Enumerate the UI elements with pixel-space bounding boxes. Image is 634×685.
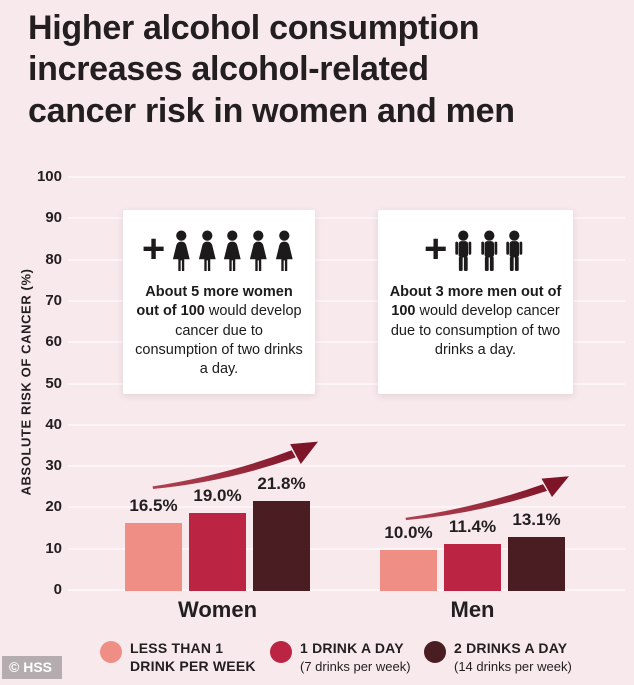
bar-men-series-1 (444, 543, 501, 591)
title-line-2: increases alcohol-related (28, 50, 429, 89)
category-label-men: Men (450, 597, 495, 622)
y-tick-label: 90 (45, 209, 62, 227)
legend-text: LESS THAN 1 DRINK PER WEEK (130, 640, 262, 675)
woman-icon (173, 230, 190, 271)
legend-dot-dark-maroon (424, 641, 446, 663)
y-tick-label: 70 (45, 291, 62, 309)
legend-dot-light-pink (100, 641, 122, 663)
annotation-regular-men: would develop cancer due to consumption … (390, 303, 561, 358)
legend-text: 1 DRINK A DAY (7 drinks per week) (300, 640, 411, 675)
legend-sublabel: (14 drinks per week) (454, 658, 572, 674)
y-tick-label: 50 (45, 374, 62, 392)
bar-value-label-men-1: 11.4% (448, 516, 497, 536)
y-tick-label: 30 (45, 457, 62, 475)
bar-value-label-women-1: 19.0% (193, 485, 242, 505)
woman-icon (224, 230, 242, 271)
gridline (68, 547, 625, 550)
gridline (68, 589, 625, 591)
page-title: Higher alcohol consumption increases alc… (28, 8, 515, 132)
category-label-women: Women (177, 597, 258, 622)
bar-value-label-women-2: 21.8% (257, 473, 306, 493)
added-women-icons: + (129, 228, 309, 274)
gridline (68, 382, 625, 385)
legend-label: 2 DRINKS A DAY (454, 640, 568, 656)
man-icon (481, 230, 498, 271)
added-men-icons: + (384, 228, 567, 274)
legend-dot-red (270, 641, 292, 663)
bar-women-series-0 (125, 522, 182, 591)
bar-women-series-2 (253, 500, 310, 591)
trend-arrow-men-icon (405, 476, 569, 521)
woman-icon (198, 230, 216, 271)
plus-icon: + (423, 227, 448, 271)
annotation-bold-women: About 5 more women out of 100 (136, 284, 293, 320)
plus-icon: + (141, 227, 166, 271)
man-icon (506, 230, 523, 271)
gridline (68, 258, 625, 261)
y-tick-label: 10 (45, 539, 62, 557)
title-line-3: cancer risk in women and men (28, 91, 515, 130)
y-tick-label: 0 (53, 581, 62, 598)
annotation-text-women: About 5 more women out of 100 would deve… (133, 283, 305, 379)
gridline (68, 506, 625, 509)
legend-label: LESS THAN 1 DRINK PER WEEK (130, 640, 256, 674)
annotation-box-women: + About 5 more women out of 100 would de… (123, 210, 315, 394)
bar-value-label-men-0: 10.0% (384, 522, 433, 542)
bar-women-series-1 (189, 512, 246, 591)
watermark: © HSS (2, 656, 62, 679)
trend-arrow-women-icon (152, 441, 318, 489)
legend-item-1-drink-a-day: 1 DRINK A DAY (7 drinks per week) (270, 640, 411, 675)
y-tick-label: 60 (45, 333, 62, 351)
y-tick-label: 20 (45, 498, 62, 516)
bar-men-series-0 (380, 549, 437, 591)
gridline (68, 299, 625, 302)
annotation-text-men: About 3 more men out of 100 would develo… (388, 283, 563, 360)
title-line-1: Higher alcohol consumption (28, 9, 480, 47)
gridline (68, 176, 625, 178)
man-icon (455, 230, 472, 271)
annotation-bold-men: About 3 more men out of 100 (389, 284, 562, 320)
gridline (68, 465, 625, 468)
y-tick-label: 80 (45, 250, 62, 268)
y-tick-label: 40 (45, 415, 62, 433)
bar-value-label-men-2: 13.1% (512, 509, 561, 529)
y-tick-label: 100 (36, 168, 62, 185)
gridline (68, 423, 625, 426)
gridline (68, 341, 625, 344)
gridline (68, 217, 625, 220)
bar-value-label-women-0: 16.5% (129, 495, 178, 515)
bar-men-series-2 (508, 536, 565, 591)
annotation-box-men: + About 3 more men out of 100 would deve… (378, 210, 573, 394)
woman-icon (275, 230, 293, 271)
bar-chart: ABSOLUTE RISK OF CANCER (%) 0 10 20 30 40 50 6… (19, 168, 625, 622)
woman-icon (249, 230, 267, 271)
legend: LESS THAN 1 DRINK PER WEEK 1 DRINK A DAY… (0, 636, 634, 685)
legend-item-2-drinks-a-day: 2 DRINKS A DAY (14 drinks per week) (424, 640, 572, 675)
legend-item-less-than-1-drink: LESS THAN 1 DRINK PER WEEK (100, 640, 262, 675)
legend-sublabel: (7 drinks per week) (300, 658, 411, 674)
legend-label: 1 DRINK A DAY (300, 640, 404, 656)
legend-text: 2 DRINKS A DAY (14 drinks per week) (454, 640, 572, 675)
annotation-regular-women: would develop cancer due to consumption … (135, 303, 303, 378)
